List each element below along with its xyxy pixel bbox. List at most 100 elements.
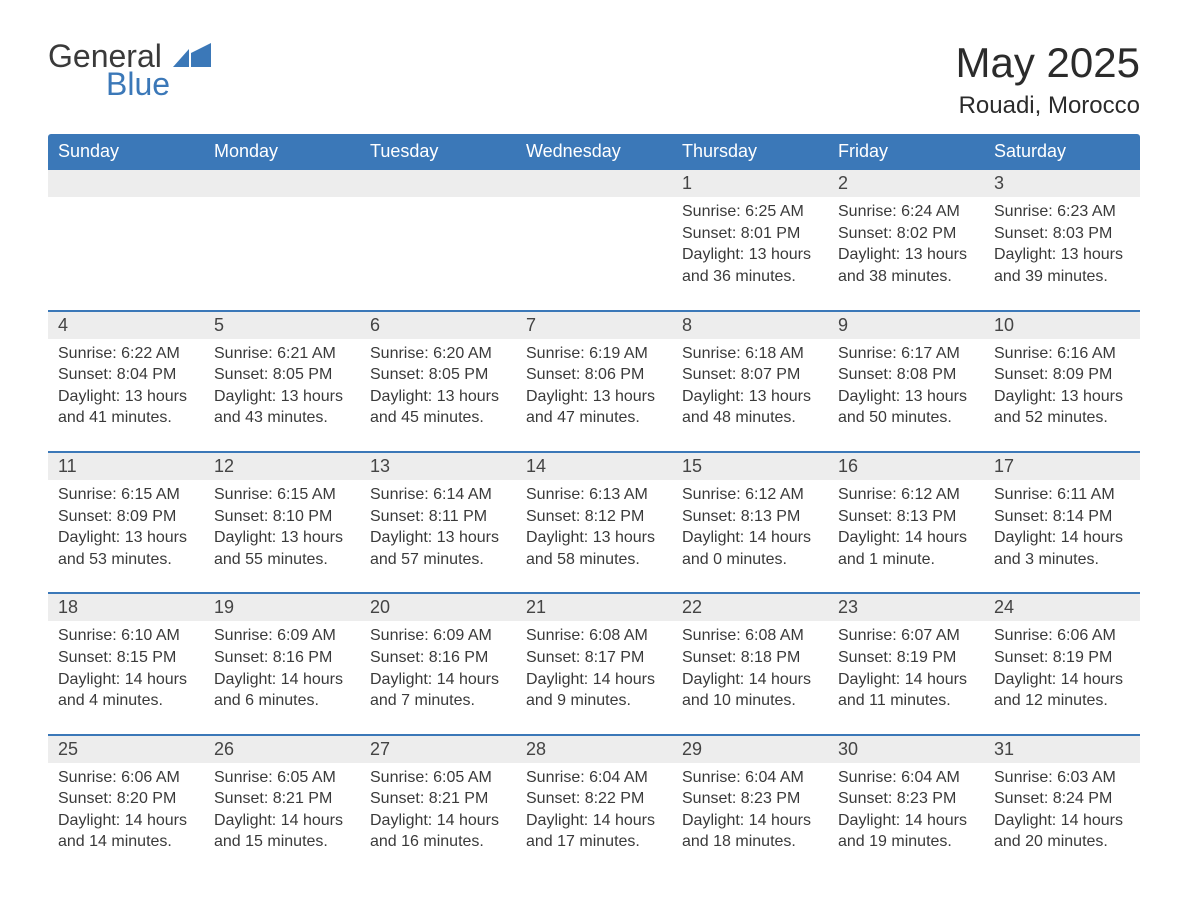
day-number: 5 bbox=[204, 312, 360, 339]
sunset-line: Sunset: 8:07 PM bbox=[682, 364, 818, 386]
day-cell: 16Sunrise: 6:12 AMSunset: 8:13 PMDayligh… bbox=[828, 453, 984, 592]
day-number: 7 bbox=[516, 312, 672, 339]
day-info: Sunrise: 6:14 AMSunset: 8:11 PMDaylight:… bbox=[370, 484, 506, 570]
sunset-line: Sunset: 8:10 PM bbox=[214, 506, 350, 528]
day-info: Sunrise: 6:12 AMSunset: 8:13 PMDaylight:… bbox=[838, 484, 974, 570]
day-cell: 8Sunrise: 6:18 AMSunset: 8:07 PMDaylight… bbox=[672, 312, 828, 451]
daylight-line: Daylight: 13 hours and 47 minutes. bbox=[526, 386, 662, 429]
sunset-line: Sunset: 8:23 PM bbox=[682, 788, 818, 810]
page-header: General Blue May 2025 Rouadi, Morocco bbox=[48, 40, 1140, 120]
weekday-header-cell: Monday bbox=[204, 134, 360, 170]
sunrise-line: Sunrise: 6:23 AM bbox=[994, 201, 1130, 223]
week-row: 1 Sunrise: 6:25 AMSunset: 8:01 PMDaylight… bbox=[48, 170, 1140, 309]
daylight-line: Daylight: 14 hours and 9 minutes. bbox=[526, 669, 662, 712]
sunset-line: Sunset: 8:04 PM bbox=[58, 364, 194, 386]
daylight-line: Daylight: 14 hours and 14 minutes. bbox=[58, 810, 194, 853]
sunset-line: Sunset: 8:09 PM bbox=[994, 364, 1130, 386]
daylight-line: Daylight: 13 hours and 41 minutes. bbox=[58, 386, 194, 429]
day-info: Sunrise: 6:09 AMSunset: 8:16 PMDaylight:… bbox=[370, 625, 506, 711]
day-number: 3 bbox=[984, 170, 1140, 197]
day-info: Sunrise: 6:21 AMSunset: 8:05 PMDaylight:… bbox=[214, 343, 350, 429]
day-cell: 19Sunrise: 6:09 AMSunset: 8:16 PMDayligh… bbox=[204, 594, 360, 733]
daylight-line: Daylight: 13 hours and 52 minutes. bbox=[994, 386, 1130, 429]
day-info: Sunrise: 6:20 AMSunset: 8:05 PMDaylight:… bbox=[370, 343, 506, 429]
daylight-line: Daylight: 13 hours and 45 minutes. bbox=[370, 386, 506, 429]
day-info: Sunrise: 6:16 AMSunset: 8:09 PMDaylight:… bbox=[994, 343, 1130, 429]
daylight-line: Daylight: 13 hours and 39 minutes. bbox=[994, 244, 1130, 287]
day-cell: 17Sunrise: 6:11 AMSunset: 8:14 PMDayligh… bbox=[984, 453, 1140, 592]
day-cell: 11Sunrise: 6:15 AMSunset: 8:09 PMDayligh… bbox=[48, 453, 204, 592]
sunrise-line: Sunrise: 6:16 AM bbox=[994, 343, 1130, 365]
day-cell: 20Sunrise: 6:09 AMSunset: 8:16 PMDayligh… bbox=[360, 594, 516, 733]
daylight-line: Daylight: 14 hours and 0 minutes. bbox=[682, 527, 818, 570]
day-number: 28 bbox=[516, 736, 672, 763]
sunset-line: Sunset: 8:21 PM bbox=[370, 788, 506, 810]
sunset-line: Sunset: 8:03 PM bbox=[994, 223, 1130, 245]
sunrise-line: Sunrise: 6:08 AM bbox=[526, 625, 662, 647]
daylight-line: Daylight: 13 hours and 43 minutes. bbox=[214, 386, 350, 429]
day-number: 31 bbox=[984, 736, 1140, 763]
sunrise-line: Sunrise: 6:25 AM bbox=[682, 201, 818, 223]
day-number: 1 bbox=[672, 170, 828, 197]
sunset-line: Sunset: 8:14 PM bbox=[994, 506, 1130, 528]
empty-day-cell bbox=[48, 170, 204, 309]
day-info: Sunrise: 6:15 AMSunset: 8:09 PMDaylight:… bbox=[58, 484, 194, 570]
sunset-line: Sunset: 8:13 PM bbox=[838, 506, 974, 528]
sunrise-line: Sunrise: 6:15 AM bbox=[58, 484, 194, 506]
day-number: 29 bbox=[672, 736, 828, 763]
day-cell: 18Sunrise: 6:10 AMSunset: 8:15 PMDayligh… bbox=[48, 594, 204, 733]
day-info: Sunrise: 6:04 AMSunset: 8:22 PMDaylight:… bbox=[526, 767, 662, 853]
daylight-line: Daylight: 14 hours and 1 minute. bbox=[838, 527, 974, 570]
sunrise-line: Sunrise: 6:20 AM bbox=[370, 343, 506, 365]
day-cell: 7Sunrise: 6:19 AMSunset: 8:06 PMDaylight… bbox=[516, 312, 672, 451]
day-info: Sunrise: 6:13 AMSunset: 8:12 PMDaylight:… bbox=[526, 484, 662, 570]
day-cell: 13 Sunrise: 6:14 AMSunset: 8:11 PMDayligh… bbox=[360, 453, 516, 592]
day-cell: 29Sunrise: 6:04 AMSunset: 8:23 PMDayligh… bbox=[672, 736, 828, 875]
sunrise-line: Sunrise: 6:12 AM bbox=[682, 484, 818, 506]
daylight-line: Daylight: 14 hours and 17 minutes. bbox=[526, 810, 662, 853]
sunrise-line: Sunrise: 6:06 AM bbox=[994, 625, 1130, 647]
day-number: 21 bbox=[516, 594, 672, 621]
sunset-line: Sunset: 8:05 PM bbox=[370, 364, 506, 386]
weekday-header-row: SundayMondayTuesdayWednesdayThursdayFrid… bbox=[48, 134, 1140, 170]
day-cell: 12Sunrise: 6:15 AMSunset: 8:10 PMDayligh… bbox=[204, 453, 360, 592]
day-cell: 3 Sunrise: 6:23 AMSunset: 8:03 PMDaylight… bbox=[984, 170, 1140, 309]
day-cell: 21 Sunrise: 6:08 AMSunset: 8:17 PMDayligh… bbox=[516, 594, 672, 733]
day-number: 30 bbox=[828, 736, 984, 763]
day-info: Sunrise: 6:07 AMSunset: 8:19 PMDaylight:… bbox=[838, 625, 974, 711]
day-info: Sunrise: 6:25 AMSunset: 8:01 PMDaylight:… bbox=[682, 201, 818, 287]
day-number: 27 bbox=[360, 736, 516, 763]
day-info: Sunrise: 6:04 AMSunset: 8:23 PMDaylight:… bbox=[838, 767, 974, 853]
day-info: Sunrise: 6:10 AMSunset: 8:15 PMDaylight:… bbox=[58, 625, 194, 711]
location-label: Rouadi, Morocco bbox=[956, 92, 1140, 120]
sunrise-line: Sunrise: 6:11 AM bbox=[994, 484, 1130, 506]
sunset-line: Sunset: 8:23 PM bbox=[838, 788, 974, 810]
calendar-page: General Blue May 2025 Rouadi, Morocco Su… bbox=[0, 0, 1188, 875]
day-info: Sunrise: 6:24 AMSunset: 8:02 PMDaylight:… bbox=[838, 201, 974, 287]
day-cell: 15Sunrise: 6:12 AMSunset: 8:13 PMDayligh… bbox=[672, 453, 828, 592]
day-number bbox=[516, 170, 672, 197]
day-cell: 4Sunrise: 6:22 AMSunset: 8:04 PMDaylight… bbox=[48, 312, 204, 451]
week-row: 18Sunrise: 6:10 AMSunset: 8:15 PMDayligh… bbox=[48, 592, 1140, 733]
sunrise-line: Sunrise: 6:04 AM bbox=[838, 767, 974, 789]
day-info: Sunrise: 6:23 AMSunset: 8:03 PMDaylight:… bbox=[994, 201, 1130, 287]
daylight-line: Daylight: 14 hours and 19 minutes. bbox=[838, 810, 974, 853]
sunset-line: Sunset: 8:19 PM bbox=[994, 647, 1130, 669]
day-cell: 6 Sunrise: 6:20 AMSunset: 8:05 PMDaylight… bbox=[360, 312, 516, 451]
day-number: 2 bbox=[828, 170, 984, 197]
sunset-line: Sunset: 8:05 PM bbox=[214, 364, 350, 386]
day-number: 22 bbox=[672, 594, 828, 621]
sunset-line: Sunset: 8:17 PM bbox=[526, 647, 662, 669]
sunset-line: Sunset: 8:09 PM bbox=[58, 506, 194, 528]
empty-day-cell bbox=[204, 170, 360, 309]
day-number: 23 bbox=[828, 594, 984, 621]
sunset-line: Sunset: 8:16 PM bbox=[370, 647, 506, 669]
day-number: 13 bbox=[360, 453, 516, 480]
sunrise-line: Sunrise: 6:04 AM bbox=[682, 767, 818, 789]
daylight-line: Daylight: 13 hours and 48 minutes. bbox=[682, 386, 818, 429]
day-info: Sunrise: 6:08 AMSunset: 8:17 PMDaylight:… bbox=[526, 625, 662, 711]
day-number: 6 bbox=[360, 312, 516, 339]
sunset-line: Sunset: 8:11 PM bbox=[370, 506, 506, 528]
day-info: Sunrise: 6:12 AMSunset: 8:13 PMDaylight:… bbox=[682, 484, 818, 570]
sunset-line: Sunset: 8:02 PM bbox=[838, 223, 974, 245]
